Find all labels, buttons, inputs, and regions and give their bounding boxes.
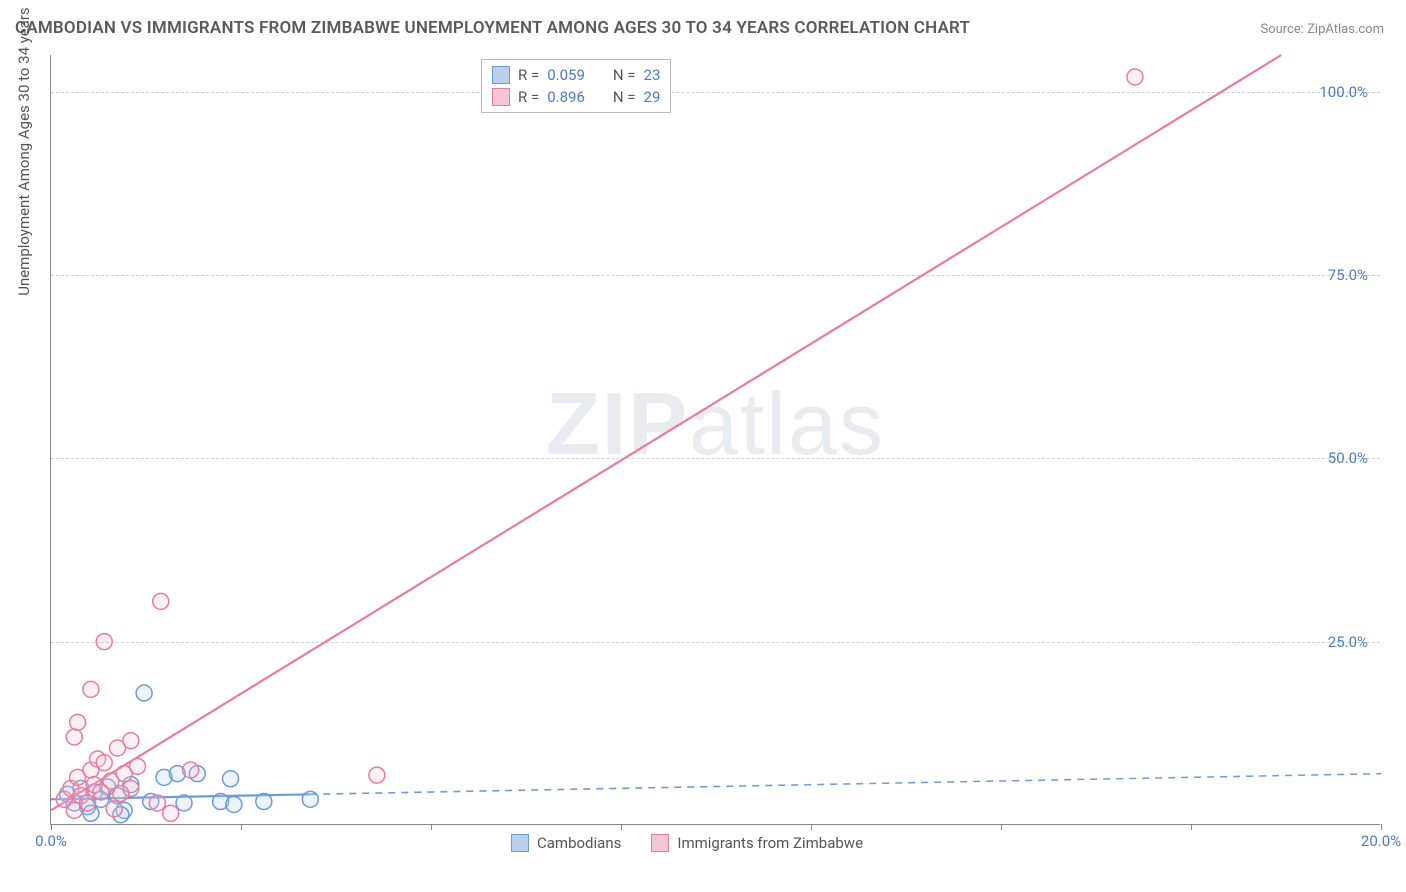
data-point <box>1127 69 1143 85</box>
legend-swatch <box>651 834 669 852</box>
x-tick <box>51 824 52 830</box>
data-point <box>223 771 239 787</box>
legend-swatch <box>511 834 529 852</box>
y-tick-label: 25.0% <box>1328 633 1368 651</box>
chart-svg <box>51 55 1380 824</box>
correlation-legend: R = 0.059 N = 23 R = 0.896 N = 29 <box>481 59 671 113</box>
x-tick <box>621 824 622 830</box>
data-point <box>83 681 99 697</box>
legend-n-label: N = <box>613 66 636 84</box>
data-point <box>163 805 179 821</box>
y-tick-label: 75.0% <box>1328 266 1368 284</box>
trend-line-dashed <box>310 774 1381 795</box>
data-point <box>70 714 86 730</box>
y-tick-label: 100.0% <box>1319 83 1368 101</box>
legend-swatch <box>492 88 510 106</box>
legend-r-label: R = <box>518 88 539 106</box>
data-point <box>113 785 129 801</box>
data-point <box>153 593 169 609</box>
data-point <box>149 795 165 811</box>
legend-r-value: 0.896 <box>547 88 585 106</box>
series-legend: Cambodians Immigrants from Zimbabwe <box>511 834 863 852</box>
series-legend-item: Immigrants from Zimbabwe <box>651 834 863 852</box>
legend-r-value: 0.059 <box>547 66 585 84</box>
data-point <box>66 729 82 745</box>
x-tick <box>811 824 812 830</box>
data-point <box>106 801 122 817</box>
legend-row: R = 0.896 N = 29 <box>492 86 660 108</box>
data-point <box>256 794 272 810</box>
data-point <box>123 733 139 749</box>
legend-swatch <box>492 66 510 84</box>
data-point <box>369 767 385 783</box>
x-tick <box>241 824 242 830</box>
series-legend-item: Cambodians <box>511 834 621 852</box>
x-tick <box>431 824 432 830</box>
plot-area: ZIPatlas R =0.059N =23R =0.896N =29 Camb… <box>50 55 1380 825</box>
data-point <box>129 758 145 774</box>
data-point <box>136 685 152 701</box>
data-point <box>80 795 96 811</box>
trend-line-solid <box>51 55 1281 810</box>
x-tick-label: 0.0% <box>35 832 67 850</box>
x-tick <box>1001 824 1002 830</box>
x-tick <box>1191 824 1192 830</box>
data-point <box>183 762 199 778</box>
data-point <box>302 791 318 807</box>
legend-row: R = 0.059 N = 23 <box>492 64 660 86</box>
series-legend-label: Cambodians <box>537 834 621 852</box>
data-point <box>96 755 112 771</box>
y-axis-title: Unemployment Among Ages 30 to 34 years <box>15 7 33 295</box>
legend-n-value: 29 <box>644 88 661 106</box>
x-tick <box>1381 824 1382 830</box>
data-point <box>226 796 242 812</box>
chart-title: CAMBODIAN VS IMMIGRANTS FROM ZIMBABWE UN… <box>15 18 970 38</box>
legend-n-value: 23 <box>644 66 661 84</box>
data-point <box>176 795 192 811</box>
legend-n-label: N = <box>613 88 636 106</box>
data-point <box>96 634 112 650</box>
x-tick-label: 20.0% <box>1361 832 1401 850</box>
y-tick-label: 50.0% <box>1328 449 1368 467</box>
series-legend-label: Immigrants from Zimbabwe <box>677 834 863 852</box>
source-attribution: Source: ZipAtlas.com <box>1260 22 1384 37</box>
legend-r-label: R = <box>518 66 539 84</box>
